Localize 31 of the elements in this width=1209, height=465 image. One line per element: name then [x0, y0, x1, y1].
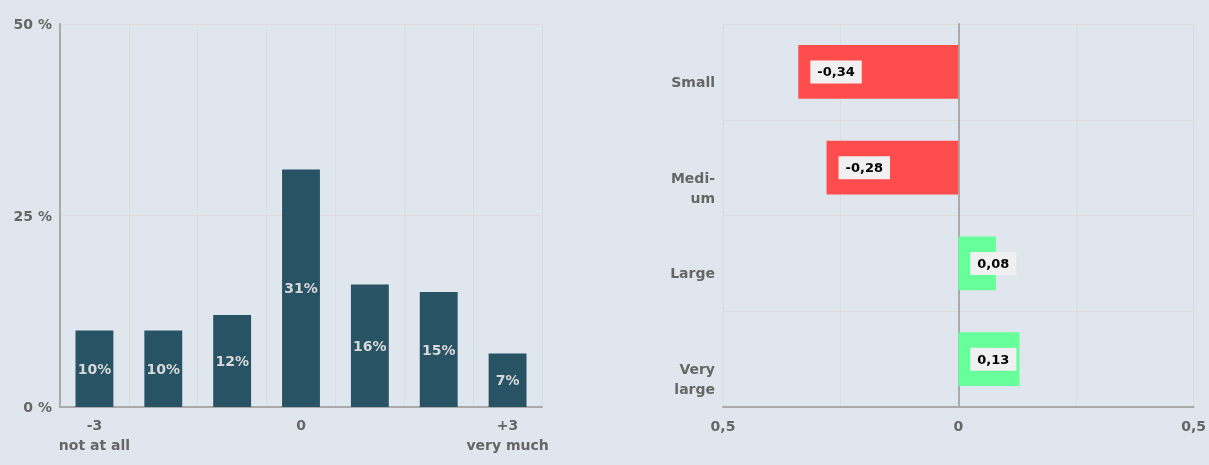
data-label: 0,08: [977, 255, 1010, 271]
data-label: 15%: [421, 341, 456, 358]
x-tick-label: +3 very much: [466, 417, 549, 453]
y-tick-label: Medi- um: [670, 169, 716, 206]
bar: [419, 292, 458, 407]
bar: [282, 169, 320, 407]
data-label: 10%: [146, 360, 181, 377]
y-tick-label: 50 %: [13, 16, 52, 32]
bar: [350, 284, 389, 407]
data-label: 7%: [495, 372, 520, 389]
data-label: 0,13: [977, 351, 1010, 367]
y-tick-label: Small: [671, 73, 715, 90]
bar: [75, 330, 114, 407]
bar: [488, 353, 527, 407]
y-tick-label: Large: [670, 265, 715, 282]
y-tick-label: 0 %: [23, 399, 52, 415]
data-label: -0,28: [845, 160, 884, 176]
y-tick-label: 25 %: [13, 207, 52, 224]
x-tick-label: -3 not at all: [58, 417, 131, 453]
y-tick-label: Very large: [674, 361, 715, 398]
bar: [144, 330, 183, 407]
x-tick-label: 0: [953, 418, 964, 434]
x-tick-label: 0,5: [1181, 418, 1207, 434]
x-tick-label: 0: [296, 417, 307, 433]
x-tick-label: 0,5: [710, 418, 736, 434]
data-label: 10%: [77, 360, 112, 377]
data-label: -0,34: [817, 64, 855, 80]
data-label: 16%: [353, 337, 387, 354]
data-label: 31%: [284, 280, 318, 297]
data-label: 12%: [215, 353, 249, 370]
bar: [213, 315, 252, 407]
